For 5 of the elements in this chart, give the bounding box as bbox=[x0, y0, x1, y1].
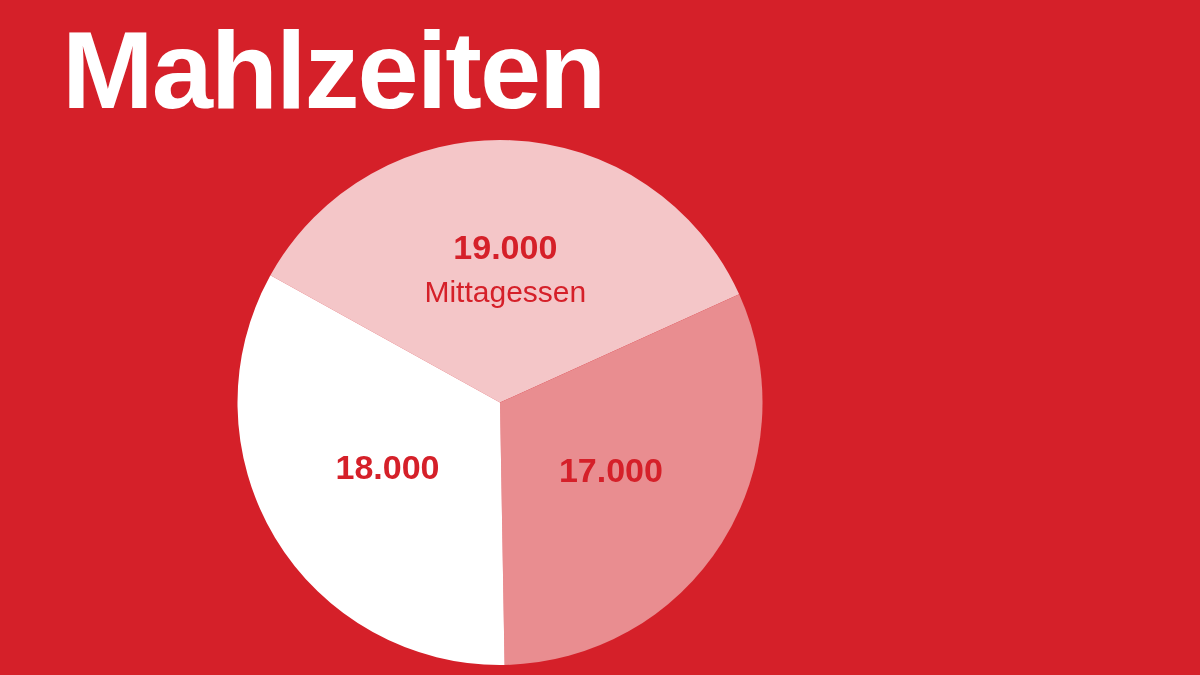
data-label: 17.000 bbox=[558, 451, 663, 490]
data-label: 18.000 bbox=[335, 448, 440, 487]
chart-title: Mahlzeiten bbox=[61, 7, 606, 131]
data-label: 19.000 bbox=[453, 227, 558, 266]
slice-label: Mittagessen bbox=[424, 274, 587, 308]
